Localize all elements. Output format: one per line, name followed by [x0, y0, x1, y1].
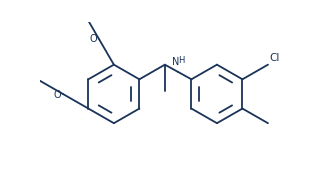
Text: O: O	[90, 33, 98, 44]
Text: O: O	[54, 90, 61, 100]
Text: N: N	[172, 57, 180, 67]
Text: H: H	[178, 56, 185, 65]
Text: Cl: Cl	[270, 53, 280, 63]
